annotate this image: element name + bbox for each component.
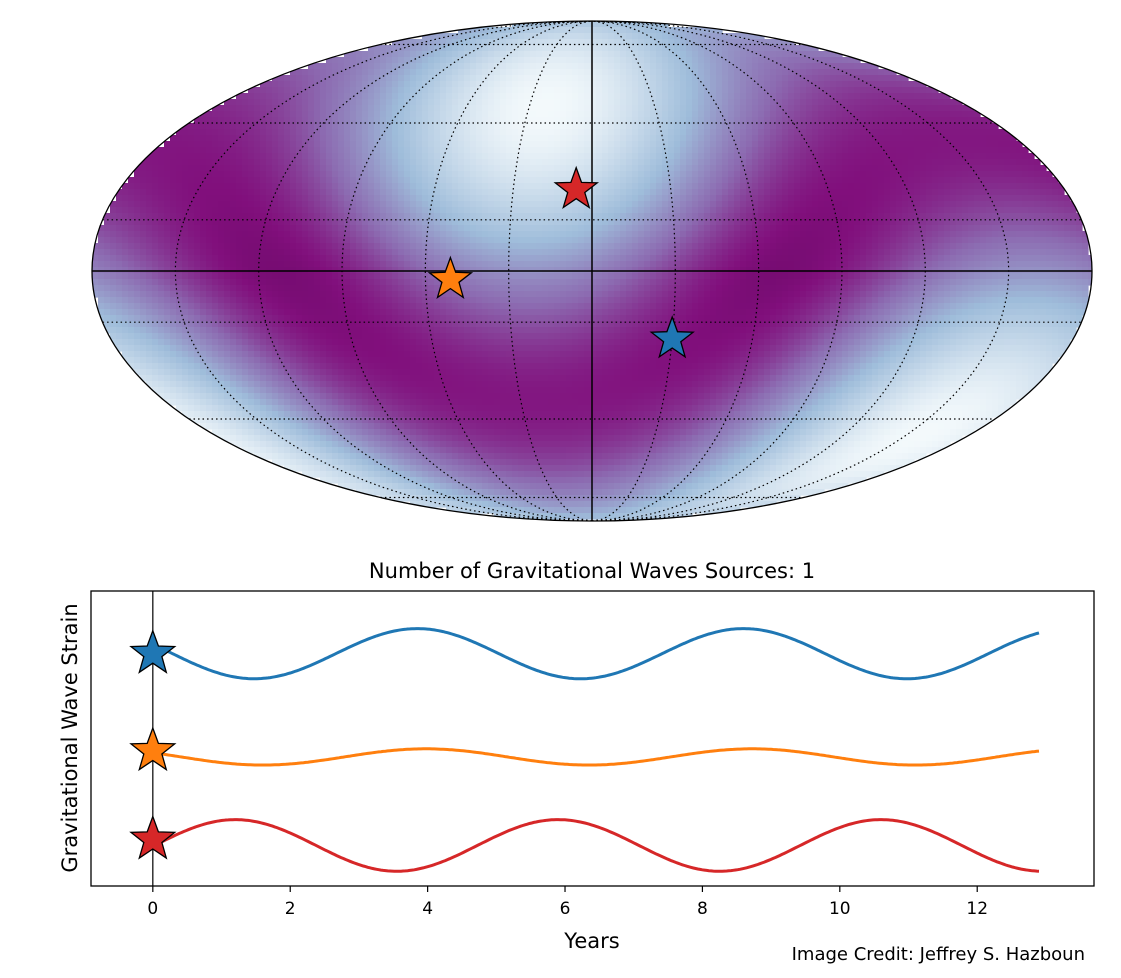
sky-marker-source-red	[553, 165, 600, 210]
strain-plot-area	[90, 590, 1095, 887]
meridian-line	[424, 21, 593, 521]
x-axis-ticks: 0 2 4 6 8 10 12	[147, 886, 988, 919]
sky-map	[91, 20, 1093, 522]
sky-marker-source-blue	[649, 315, 695, 359]
x-tick-label: 8	[697, 899, 708, 919]
sky-heatmap	[92, 21, 1092, 520]
sky-source-markers	[427, 165, 695, 359]
strain-series-0	[152, 627, 1040, 681]
plot-frame	[90, 590, 1095, 887]
strain-star-2	[129, 814, 177, 860]
x-tick-label: 6	[560, 899, 571, 919]
x-tick-label: 2	[285, 899, 296, 919]
meridian-line	[591, 21, 760, 521]
strain-chart: Number of Gravitational Waves Sources: 1…	[58, 559, 1095, 965]
x-tick-label: 0	[147, 899, 158, 919]
y-axis-label: Gravitational Wave Strain	[58, 603, 82, 872]
strain-star-1	[129, 726, 177, 772]
x-axis-label: Years	[563, 929, 619, 953]
chart-title: Number of Gravitational Waves Sources: 1	[369, 559, 815, 583]
x-tick-label: 4	[422, 899, 433, 919]
x-tick-label: 12	[966, 899, 988, 919]
strain-series-2	[152, 818, 1040, 873]
image-credit: Image Credit: Jeffrey S. Hazboun	[792, 944, 1085, 965]
x-tick-label: 10	[829, 899, 851, 919]
strain-series-1	[152, 747, 1040, 767]
strain-star-0	[129, 628, 177, 674]
sky-marker-source-orange	[427, 255, 474, 299]
sky-border	[91, 20, 1093, 522]
